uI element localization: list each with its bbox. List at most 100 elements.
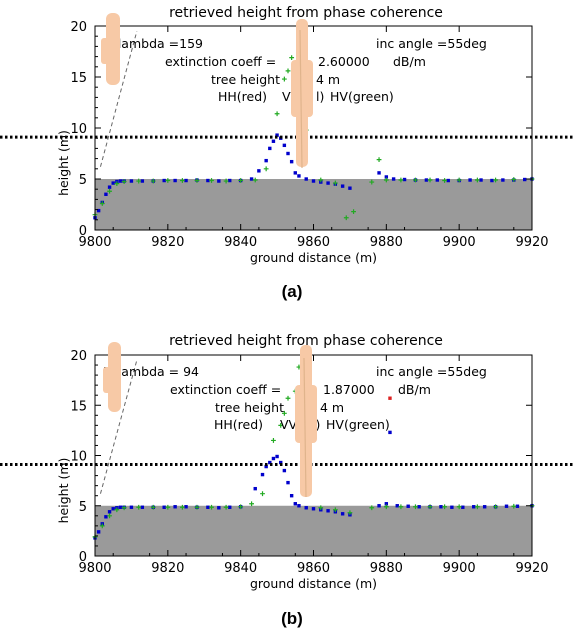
- y-axis-label: height (m): [56, 130, 71, 196]
- x-tick-label: 9820: [151, 561, 184, 576]
- guide-line: [99, 359, 138, 494]
- data-point: [435, 178, 440, 182]
- data-point: [340, 184, 345, 188]
- guide-line: [99, 30, 138, 167]
- x-tick-label: 9920: [515, 235, 548, 250]
- data-point: [282, 143, 287, 148]
- data-point: [376, 157, 382, 163]
- y-tick-label: 20: [70, 349, 87, 364]
- data-point: [238, 178, 244, 183]
- data-point: [271, 438, 276, 443]
- data-point: [194, 504, 200, 510]
- data-point: [479, 178, 483, 182]
- overlay-blob: [291, 60, 313, 117]
- data-point: [107, 188, 112, 194]
- data-point: [140, 179, 145, 183]
- data-point: [318, 177, 324, 183]
- data-point: [162, 178, 166, 183]
- data-point: [377, 171, 381, 175]
- data-point: [275, 454, 279, 459]
- y-tick-label: 10: [70, 450, 87, 465]
- data-point: [427, 504, 433, 510]
- data-point: [347, 510, 353, 516]
- data-point: [107, 513, 112, 519]
- data-point: [417, 505, 421, 509]
- data-point: [165, 504, 171, 510]
- data-point: [150, 504, 156, 510]
- data-point: [304, 506, 308, 510]
- panel-label: (a): [282, 282, 303, 301]
- data-point: [340, 512, 345, 516]
- data-point: [490, 178, 494, 183]
- data-point: [194, 178, 200, 183]
- data-point: [391, 177, 396, 181]
- data-point: [311, 507, 316, 511]
- data-point: [223, 504, 229, 510]
- overlay-blob: [101, 38, 109, 64]
- data-point: [136, 504, 142, 510]
- data-point: [275, 133, 279, 137]
- ground-area: [95, 179, 532, 230]
- data-point: [180, 504, 185, 510]
- data-point: [121, 505, 127, 511]
- data-point: [281, 76, 287, 82]
- data-point: [140, 505, 145, 509]
- overlay-blobs: [103, 342, 317, 498]
- data-point: [279, 460, 283, 465]
- data-point: [326, 181, 330, 185]
- y-tick-label: 0: [79, 550, 87, 565]
- data-point: [348, 186, 352, 190]
- legend-hv: HV(green): [326, 417, 390, 432]
- data-point: [264, 158, 268, 163]
- x-tick-label: 9860: [297, 235, 330, 250]
- y-tick-label: 15: [70, 71, 87, 86]
- data-point: [326, 509, 330, 513]
- data-point: [99, 201, 105, 206]
- data-point: [351, 209, 356, 215]
- data-point: [136, 178, 142, 184]
- data-point: [217, 179, 221, 183]
- x-tick-label: 9800: [78, 235, 111, 250]
- data-point: [297, 504, 301, 508]
- data-point: [278, 422, 284, 428]
- data-point: [511, 177, 517, 182]
- data-point: [114, 507, 120, 513]
- data-point: [99, 523, 105, 529]
- x-tick-label: 9840: [224, 235, 257, 250]
- data-point: [402, 177, 407, 182]
- overlay-blob: [103, 367, 111, 393]
- data-point: [456, 504, 462, 510]
- lambda-annotation: B_lambda = 94: [103, 364, 199, 379]
- data-point: [129, 179, 134, 183]
- data-point: [384, 502, 389, 506]
- data-point: [252, 177, 258, 183]
- ground-area: [95, 505, 532, 556]
- data-point: [223, 178, 229, 184]
- data-point: [384, 175, 389, 179]
- data-point: [343, 215, 349, 221]
- data-point: [383, 504, 389, 510]
- chart-title: retrieved height from phase coherence: [169, 333, 443, 349]
- data-point: [238, 504, 244, 510]
- data-point: [395, 504, 399, 508]
- data-point: [369, 505, 375, 511]
- overlay-blob: [303, 357, 307, 498]
- data-point: [424, 178, 429, 182]
- data-point: [482, 505, 487, 509]
- x-tick-label: 9900: [443, 235, 476, 250]
- data-point: [271, 456, 276, 461]
- x-tick-label: 9920: [515, 561, 548, 576]
- y-axis-label: height (m): [56, 458, 71, 524]
- data-point: [515, 504, 520, 508]
- data-point: [450, 505, 454, 509]
- data-point: [96, 530, 101, 534]
- data-point: [297, 174, 301, 178]
- legend-hv: HV(green): [330, 89, 394, 104]
- x-axis-label: ground distance (m): [250, 250, 377, 265]
- y-tick-label: 20: [70, 20, 87, 35]
- tree-height-suffix: 4 m: [320, 400, 344, 415]
- data-point: [268, 460, 272, 465]
- data-point: [472, 505, 476, 509]
- data-point: [257, 169, 261, 173]
